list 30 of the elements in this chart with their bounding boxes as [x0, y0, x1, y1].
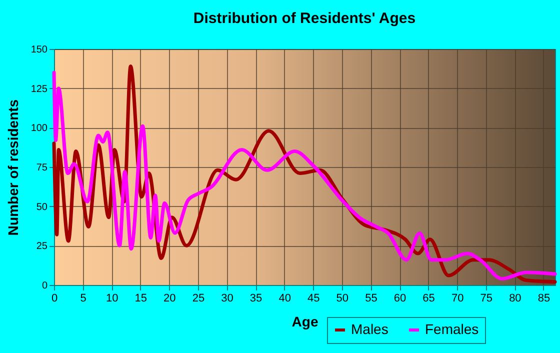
x-tick-label: 5 [80, 292, 86, 304]
x-tick-label: 60 [394, 292, 406, 304]
x-axis-title: Age [292, 314, 318, 330]
y-tick-label: 75 [36, 162, 48, 174]
x-tick-label: 70 [451, 292, 464, 304]
x-tick-label: 80 [509, 292, 522, 304]
x-tick-label: 45 [308, 292, 320, 304]
y-axis-title: Number of residents [4, 99, 21, 236]
x-tick-label: 85 [538, 292, 550, 304]
x-tick-label: 50 [336, 292, 349, 304]
x-tick-label: 40 [278, 292, 291, 304]
y-tick-label: 50 [36, 202, 48, 213]
y-tick-label: 125 [30, 84, 48, 95]
legend-label: Males [351, 321, 388, 337]
x-tick-label: 25 [192, 292, 205, 304]
y-tick-label: 0 [42, 280, 48, 292]
x-tick-label: 35 [250, 292, 262, 304]
y-tick-label: 100 [30, 123, 48, 134]
x-tick-label: 55 [365, 292, 378, 304]
x-tick-label: 15 [134, 292, 148, 304]
y-tick-label: 25 [36, 241, 48, 252]
x-tick-label: 20 [164, 292, 176, 304]
x-tick-label: 10 [106, 292, 118, 304]
y-tick-label: 150 [30, 44, 48, 56]
legend-label: Females [425, 321, 479, 337]
x-tick-label: 65 [422, 292, 435, 304]
x-tick-label: 0 [51, 292, 58, 304]
x-tick-label: 75 [480, 292, 493, 304]
x-tick-label: 30 [221, 292, 234, 304]
chart-title: Distribution of Residents' Ages [193, 10, 416, 27]
